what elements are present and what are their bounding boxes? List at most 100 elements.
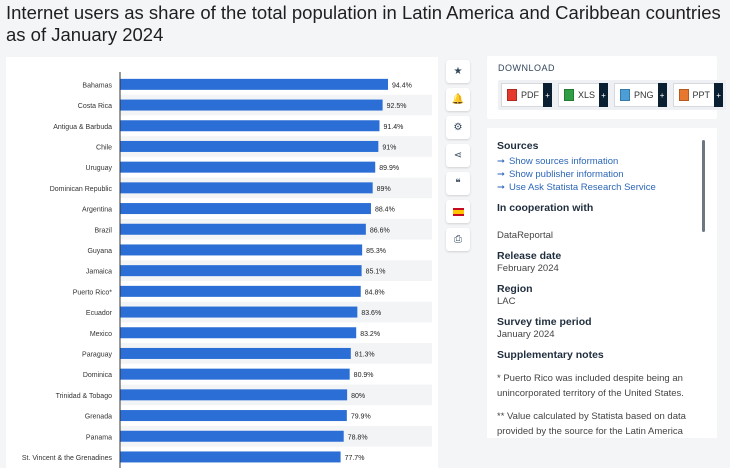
data-bar[interactable] <box>120 389 348 401</box>
sources-heading: Sources <box>497 140 539 152</box>
data-bar[interactable] <box>120 451 341 463</box>
print-button[interactable]: ⎙ <box>446 228 470 251</box>
release-date-heading: Release date <box>497 250 562 262</box>
info-scrollbar[interactable] <box>702 140 705 232</box>
data-label: 91% <box>382 144 396 151</box>
data-label: 88.4% <box>375 207 395 214</box>
data-label: 83.6% <box>361 310 381 317</box>
data-label: 84.8% <box>365 289 385 296</box>
data-bar[interactable] <box>120 285 361 297</box>
print-icon: ⎙ <box>454 234 462 245</box>
plus-icon[interactable]: + <box>714 83 724 107</box>
survey-period-heading: Survey time period <box>497 316 592 328</box>
data-bar[interactable] <box>120 120 380 132</box>
download-pdf-button[interactable]: PDF + <box>501 83 552 107</box>
star-icon: ★ <box>453 66 463 77</box>
data-bar[interactable] <box>120 203 371 215</box>
supplementary-note-2: ** Value calculated by Statista based on… <box>497 411 686 437</box>
gear-icon: ⚙ <box>453 122 463 133</box>
bar-chart: Bahamas 94.4% Costa Rica 92.5% Antigua & Bar… <box>22 72 432 468</box>
data-label: 94.4% <box>392 82 412 89</box>
supplementary-note-1: * Puerto Rico was included despite being… <box>497 373 684 399</box>
category-label: Dominican Republic <box>50 186 113 193</box>
download-png-button[interactable]: PNG + <box>614 83 667 107</box>
data-label: 79.9% <box>351 414 371 421</box>
data-label: 85.1% <box>366 269 386 276</box>
download-ppt-label: PPT <box>692 90 711 100</box>
supplementary-notes-heading: Supplementary notes <box>497 349 604 361</box>
chart-toolbar: ★ 🔔 ⚙ ⋖ ❝ ⎙ <box>446 60 472 256</box>
data-bar[interactable] <box>120 306 358 318</box>
data-label: 91.4% <box>383 124 403 131</box>
release-date-value: February 2024 <box>497 263 559 274</box>
data-bar[interactable] <box>120 140 379 152</box>
info-panel: Sources ➞ Show sources information ➞ Show … <box>487 128 717 438</box>
download-xls-button[interactable]: XLS + <box>558 83 609 107</box>
show-publisher-link[interactable]: ➞ Show publisher information <box>497 169 624 180</box>
plus-icon[interactable]: + <box>657 83 667 107</box>
png-file-icon <box>620 89 631 101</box>
data-label: 92.5% <box>387 103 407 110</box>
data-bar[interactable] <box>120 347 351 359</box>
download-png-label: PNG <box>634 90 654 100</box>
spanish-flag-icon <box>452 207 464 216</box>
arrow-right-icon: ➞ <box>497 156 505 167</box>
data-label: 81.3% <box>355 351 375 358</box>
category-label: Trinidad & Tobago <box>56 393 113 400</box>
data-bar[interactable] <box>120 161 376 173</box>
gear-button[interactable]: ⚙ <box>446 116 470 139</box>
data-label: 78.8% <box>348 434 368 441</box>
data-bar[interactable] <box>120 99 383 111</box>
data-bar[interactable] <box>120 78 388 90</box>
share-button[interactable]: ⋖ <box>446 144 470 167</box>
data-bar[interactable] <box>120 327 357 339</box>
category-label: Ecuador <box>86 310 113 317</box>
download-pdf-label: PDF <box>521 90 539 100</box>
data-bar[interactable] <box>120 244 363 256</box>
category-label: Costa Rica <box>78 103 112 110</box>
category-label: Guyana <box>87 248 112 255</box>
bell-button[interactable]: 🔔 <box>446 88 470 111</box>
ask-statista-link[interactable]: ➞ Use Ask Statista Research Service <box>497 182 656 193</box>
data-label: 80.9% <box>354 372 374 379</box>
data-label: 83.2% <box>360 331 380 338</box>
xls-file-icon <box>564 89 574 101</box>
category-label: Puerto Rico* <box>73 289 113 296</box>
region-heading: Region <box>497 283 533 295</box>
data-label: 89% <box>377 186 391 193</box>
data-bar[interactable] <box>120 265 362 277</box>
category-label: Brazil <box>94 227 112 234</box>
data-label: 85.3% <box>366 248 386 255</box>
category-label: Mexico <box>90 331 112 338</box>
star-button[interactable]: ★ <box>446 60 470 83</box>
data-label: 77.7% <box>345 455 365 462</box>
download-ppt-button[interactable]: PPT + <box>672 83 724 107</box>
quote-button[interactable]: ❝ <box>446 172 470 195</box>
data-bar[interactable] <box>120 410 347 422</box>
category-label: Antigua & Barbuda <box>53 124 112 131</box>
category-label: Grenada <box>85 414 112 421</box>
category-label: Paraguay <box>82 351 112 358</box>
data-label: 89.9% <box>379 165 399 172</box>
data-label: 86.6% <box>370 227 390 234</box>
data-label: 80% <box>351 393 365 400</box>
show-sources-link[interactable]: ➞ Show sources information <box>497 156 619 167</box>
category-label: St. Vincent & the Grenadines <box>22 455 113 462</box>
data-bar[interactable] <box>120 223 366 235</box>
category-label: Bahamas <box>82 82 112 89</box>
data-bar[interactable] <box>120 430 344 442</box>
download-buttons: PDF + XLS + PNG + PPT + <box>498 80 727 110</box>
survey-period-value: January 2024 <box>497 329 555 340</box>
bell-icon: 🔔 <box>451 94 465 105</box>
data-bar[interactable] <box>120 368 350 380</box>
category-label: Panama <box>86 434 112 441</box>
arrow-right-icon: ➞ <box>497 169 505 180</box>
plus-icon[interactable]: + <box>543 83 552 107</box>
data-bar[interactable] <box>120 182 373 194</box>
chart-title: Internet users as share of the total pop… <box>6 2 721 45</box>
quote-icon: ❝ <box>455 178 461 189</box>
plus-icon[interactable]: + <box>599 83 609 107</box>
region-value: LAC <box>497 296 516 307</box>
download-xls-label: XLS <box>578 90 596 100</box>
spanish-flag-button[interactable] <box>446 200 470 223</box>
